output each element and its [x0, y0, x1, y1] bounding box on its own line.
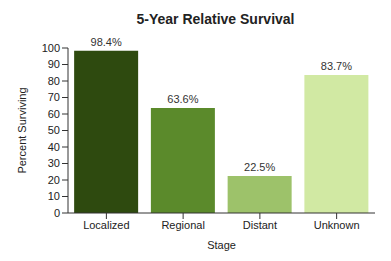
svg-text:63.6%: 63.6% [167, 93, 198, 105]
svg-text:80: 80 [48, 75, 60, 87]
svg-text:90: 90 [48, 58, 60, 70]
svg-text:22.5%: 22.5% [244, 161, 275, 173]
html-text:5-Year Relative Survival: 5-Year Relative Survival [136, 11, 295, 27]
svg-text:Percent Surviving: Percent Surviving [16, 87, 28, 173]
svg-text:40: 40 [48, 141, 60, 153]
svg-text:70: 70 [48, 91, 60, 103]
svg-text:83.7%: 83.7% [321, 60, 352, 72]
svg-text:Stage: Stage [207, 239, 236, 251]
svg-text:60: 60 [48, 108, 60, 120]
svg-text:Regional: Regional [161, 219, 204, 231]
svg-text:Localized: Localized [83, 219, 129, 231]
svg-text:100: 100 [42, 42, 60, 54]
svg-text:30: 30 [48, 157, 60, 169]
svg-text:50: 50 [48, 124, 60, 136]
svg-text:Distant: Distant [243, 219, 277, 231]
svg-text:20: 20 [48, 174, 60, 186]
svg-text:0: 0 [54, 207, 60, 219]
svg-text:Unknown: Unknown [314, 219, 360, 231]
svg-text:98.4%: 98.4% [91, 36, 122, 48]
svg-text:10: 10 [48, 190, 60, 202]
